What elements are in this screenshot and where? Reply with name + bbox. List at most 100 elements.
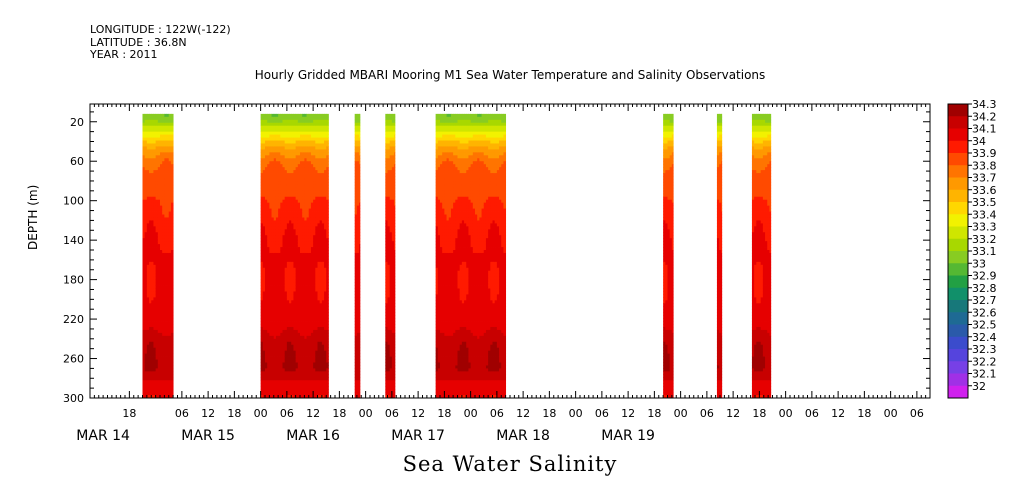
heatmap-cell [354,374,358,378]
heatmap-cell [391,229,395,233]
heatmap-cell [356,273,360,278]
heatmap-cell [262,267,266,272]
heatmap-cell [170,321,174,325]
heatmap-cell [273,226,277,230]
heatmap-cell [389,137,393,141]
heatmap-cell [142,318,146,322]
heatmap-cell [310,315,314,319]
heatmap-cell [144,291,148,295]
heatmap-cell [321,303,325,307]
heatmap-cell [302,365,305,369]
heatmap-cell [160,356,163,360]
heatmap-cell [273,347,277,352]
heatmap-cell [278,125,281,130]
heatmap-cell [315,170,318,174]
heatmap-cell [391,196,395,201]
heatmap-cell [300,282,303,286]
heatmap-cell [389,244,393,248]
heatmap-cell [389,282,393,286]
heatmap-cell [273,264,277,269]
heatmap-cell [295,152,299,156]
heatmap-cell [391,178,395,183]
heatmap-cell [385,306,388,310]
heatmap-cell [297,217,301,221]
heatmap-cell [297,347,301,352]
heatmap-cell [166,176,170,180]
heatmap-cell [324,229,327,233]
heatmap-cell [153,279,157,283]
heatmap-cell [321,291,325,295]
heatmap-cell [297,318,301,322]
heatmap-cell [144,300,148,304]
heatmap-cell [282,152,286,156]
heatmap-cell [293,282,297,286]
heatmap-cell [155,226,159,230]
heatmap-cell [286,395,290,398]
heatmap-cell [271,383,275,387]
heatmap-cell [278,276,281,281]
heatmap-cell [260,362,264,366]
heatmap-cell [387,374,391,378]
heatmap-cell [149,250,152,254]
heatmap-cell [162,276,165,281]
heatmap-cell [317,196,321,201]
heatmap-cell [149,261,152,266]
heatmap-cell [267,178,270,183]
heatmap-cell [166,285,170,289]
heatmap-cell [389,294,393,298]
heatmap-cell [275,223,279,227]
heatmap-cell [300,285,303,289]
heatmap-cell [149,134,152,138]
heatmap-cell [280,238,283,242]
heatmap-cell [308,306,312,310]
heatmap-cell [164,321,167,325]
heatmap-cell [168,122,172,127]
heatmap-cell [306,356,310,360]
heatmap-cell [354,202,358,207]
heatmap-cell [142,152,146,156]
heatmap-cell [282,368,286,372]
heatmap-cell [273,122,277,127]
heatmap-cell [315,371,318,375]
heatmap-cell [265,214,268,218]
heatmap-cell [286,202,290,207]
heatmap-cell [291,359,294,363]
heatmap-cell [391,152,395,156]
heatmap-cell [155,161,159,165]
heatmap-cell [286,285,290,289]
heatmap-cell [280,285,283,289]
heatmap-cell [144,258,148,263]
heatmap-cell [142,341,146,346]
heatmap-cell [354,326,358,331]
heatmap-cell [391,329,395,334]
heatmap-cell [356,362,360,366]
heatmap-cell [273,368,277,372]
heatmap-cell [168,161,172,165]
heatmap-cell [278,113,281,118]
heatmap-cell [293,338,297,343]
heatmap-cell [387,368,391,372]
heatmap-cell [310,306,314,310]
heatmap-cell [326,282,329,286]
heatmap-cell [262,321,266,325]
heatmap-cell [162,229,165,233]
heatmap-cell [273,211,277,215]
heatmap-cell [313,350,316,354]
heatmap-cell [354,232,358,236]
heatmap-cell [168,255,172,260]
heatmap-cell [324,344,327,349]
heatmap-cell [291,258,294,263]
heatmap-cell [310,152,314,156]
heatmap-cell [278,395,281,398]
heatmap-cell [157,167,161,171]
heatmap-cell [293,113,297,118]
heatmap-cell [144,341,148,346]
heatmap-cell [387,273,391,278]
heatmap-cell [262,332,266,337]
heatmap-cell [297,196,301,201]
heatmap-cell [260,173,264,177]
heatmap-cell [164,273,167,278]
heatmap-cell [389,220,393,224]
heatmap-cell [142,383,146,387]
heatmap-cell [142,193,146,198]
